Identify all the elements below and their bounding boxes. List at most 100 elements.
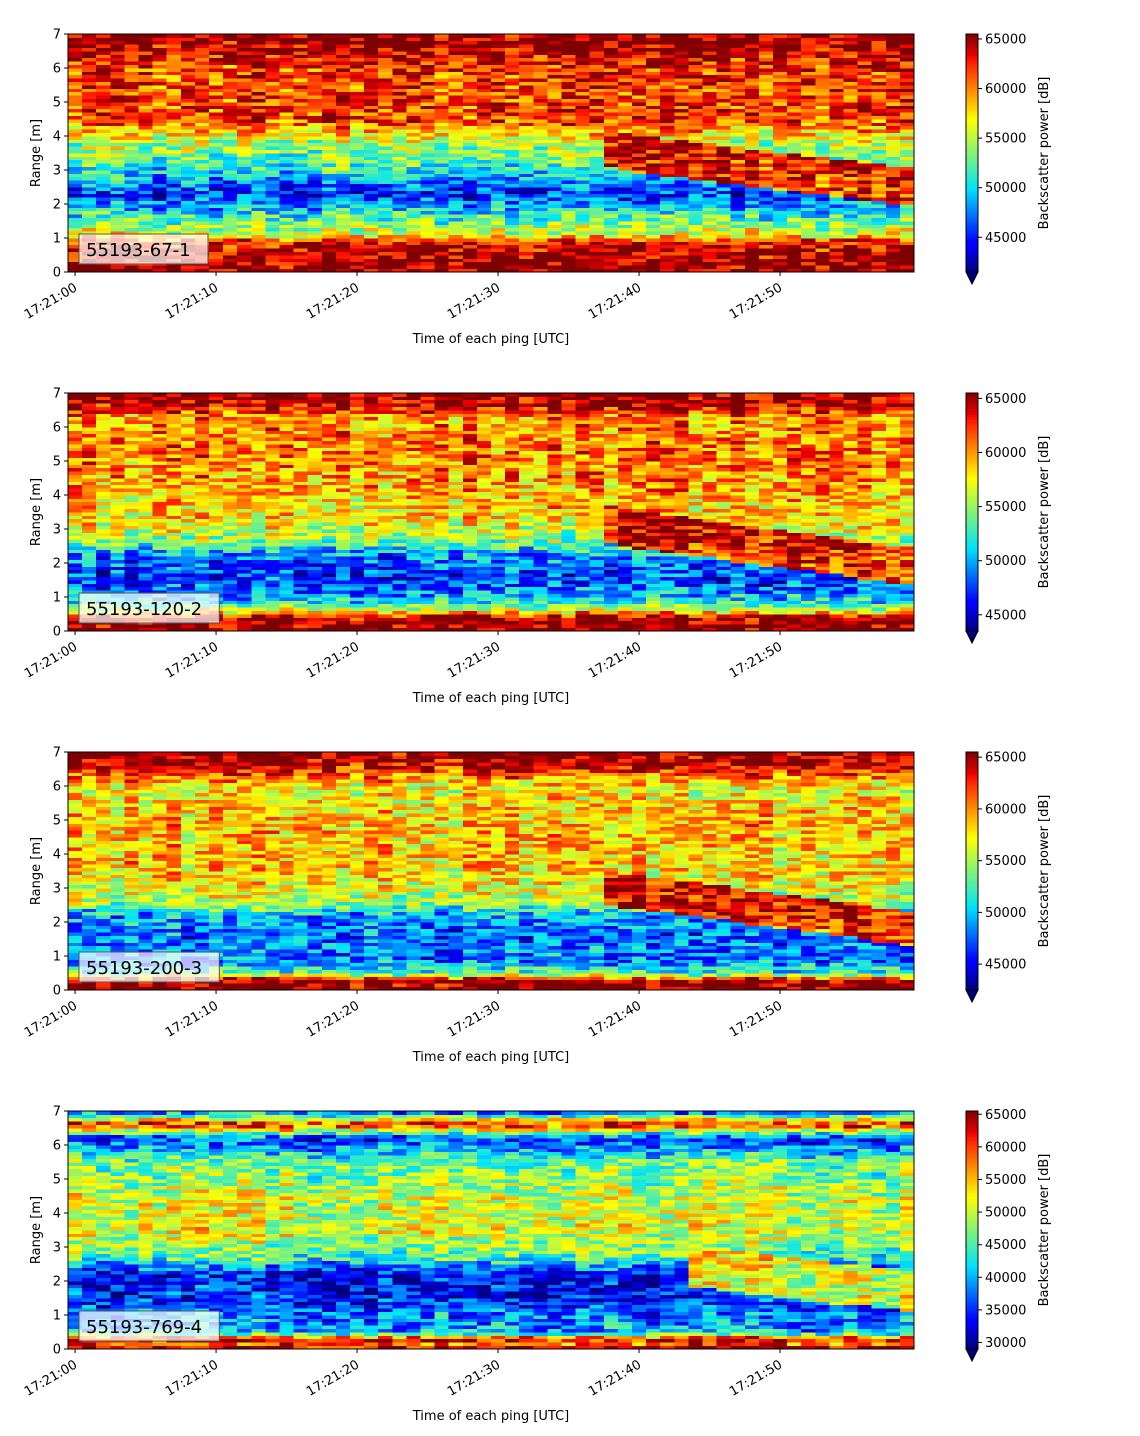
colorbar-tick-label: 60000 bbox=[985, 446, 1026, 461]
y-tick-label: 7 bbox=[53, 746, 61, 761]
y-tick-label: 2 bbox=[53, 1275, 61, 1290]
x-axis-label: Time of each ping [UTC] bbox=[412, 332, 570, 347]
x-ticks: 17:21:00 17:21:10 17:21:20 17:21:30 17:21:40… bbox=[22, 272, 785, 323]
y-axis-label: Range [m] bbox=[29, 119, 44, 187]
colorbar-tick-label: 30000 bbox=[985, 1336, 1026, 1351]
y-axis-label: Range [m] bbox=[29, 837, 44, 905]
colorbar-tick-label: 50000 bbox=[985, 554, 1026, 569]
y-tick-label: 7 bbox=[53, 1105, 61, 1120]
y-axis-label: Range [m] bbox=[29, 1196, 44, 1264]
x-ticks: 17:21:00 17:21:10 17:21:20 17:21:30 17:21:40… bbox=[22, 631, 785, 682]
x-axis-label: Time of each ping [UTC] bbox=[412, 1409, 570, 1424]
colorbar-tick-label: 60000 bbox=[985, 802, 1026, 817]
y-tick-label: 1 bbox=[53, 1309, 61, 1324]
x-tick-label: 17:21:10 bbox=[163, 998, 221, 1040]
x-tick-label: 17:21:40 bbox=[586, 639, 644, 681]
colorbar-tick-label: 45000 bbox=[985, 608, 1026, 623]
sensor-label: 55193-67-1 bbox=[79, 234, 208, 264]
y-tick-label: 5 bbox=[53, 96, 61, 111]
y-tick-label: 1 bbox=[53, 591, 61, 606]
colorbar-extend-arrow bbox=[966, 1349, 978, 1361]
sensor-label: 55193-769-4 bbox=[79, 1311, 219, 1341]
y-axis-label: Range [m] bbox=[29, 478, 44, 546]
y-tick-label: 3 bbox=[53, 882, 61, 897]
x-tick-label: 17:21:20 bbox=[304, 1357, 362, 1399]
colorbar-tick-label: 45000 bbox=[985, 231, 1026, 246]
y-tick-label: 1 bbox=[53, 950, 61, 965]
x-tick-label: 17:21:30 bbox=[445, 639, 503, 681]
y-tick-label: 5 bbox=[53, 1173, 61, 1188]
y-tick-label: 0 bbox=[53, 266, 61, 281]
y-tick-label: 3 bbox=[53, 1241, 61, 1256]
colorbar bbox=[966, 34, 978, 273]
colorbar-label: Backscatter power [dB] bbox=[1037, 795, 1052, 948]
colorbar-tick-label: 45000 bbox=[985, 1238, 1026, 1253]
y-tick-label: 7 bbox=[53, 387, 61, 402]
x-tick-label: 17:21:30 bbox=[445, 998, 503, 1040]
x-tick-label: 17:21:00 bbox=[22, 1357, 80, 1399]
x-tick-label: 17:21:10 bbox=[163, 1357, 221, 1399]
colorbar-ticks: 45000 50000 55000 60000 65000 bbox=[978, 751, 1026, 973]
colorbar-tick-label: 65000 bbox=[985, 1108, 1026, 1123]
x-tick-label: 17:21:00 bbox=[22, 280, 80, 322]
x-tick-label: 17:21:10 bbox=[163, 280, 221, 322]
svg-text:55193-67-1: 55193-67-1 bbox=[86, 240, 191, 261]
y-tick-label: 0 bbox=[53, 1343, 61, 1358]
y-tick-label: 6 bbox=[53, 1139, 61, 1154]
y-tick-label: 4 bbox=[53, 489, 61, 504]
x-tick-label: 17:21:30 bbox=[445, 1357, 503, 1399]
x-axis-label: Time of each ping [UTC] bbox=[412, 1050, 570, 1065]
y-tick-label: 6 bbox=[53, 780, 61, 795]
x-tick-label: 17:21:20 bbox=[304, 280, 362, 322]
colorbar-tick-label: 45000 bbox=[985, 958, 1026, 973]
colorbar-tick-label: 55000 bbox=[985, 1173, 1026, 1188]
panels: 0 1 2 3 4 5 6 7 17:21:00 17:21:10 17:21:20 17:21:30… bbox=[22, 28, 1052, 1425]
y-tick-label: 4 bbox=[53, 848, 61, 863]
x-axis-label: Time of each ping [UTC] bbox=[412, 691, 570, 706]
colorbar-tick-label: 55000 bbox=[985, 854, 1026, 869]
colorbar-label: Backscatter power [dB] bbox=[1037, 436, 1052, 589]
y-tick-label: 4 bbox=[53, 130, 61, 145]
x-tick-label: 17:21:30 bbox=[445, 280, 503, 322]
colorbar-tick-label: 40000 bbox=[985, 1271, 1026, 1286]
y-tick-label: 2 bbox=[53, 557, 61, 572]
colorbar-tick-label: 55000 bbox=[985, 132, 1026, 147]
y-tick-label: 5 bbox=[53, 814, 61, 829]
y-tick-label: 0 bbox=[53, 625, 61, 640]
colorbar-tick-label: 65000 bbox=[985, 32, 1026, 47]
y-tick-label: 1 bbox=[53, 232, 61, 247]
y-tick-label: 6 bbox=[53, 62, 61, 77]
y-tick-label: 5 bbox=[53, 455, 61, 470]
x-tick-label: 17:21:20 bbox=[304, 639, 362, 681]
x-tick-label: 17:21:50 bbox=[727, 280, 785, 322]
y-tick-label: 2 bbox=[53, 916, 61, 931]
x-ticks: 17:21:00 17:21:10 17:21:20 17:21:30 17:21:40… bbox=[22, 990, 785, 1041]
colorbar-tick-label: 65000 bbox=[985, 751, 1026, 766]
colorbar-extend-arrow bbox=[966, 272, 978, 284]
colorbar bbox=[966, 1111, 978, 1350]
colorbar-tick-label: 55000 bbox=[985, 500, 1026, 515]
colorbar-tick-label: 60000 bbox=[985, 82, 1026, 97]
x-tick-label: 17:21:40 bbox=[586, 998, 644, 1040]
colorbar-tick-label: 50000 bbox=[985, 906, 1026, 921]
colorbar-tick-label: 50000 bbox=[985, 1206, 1026, 1221]
sensor-label: 55193-200-3 bbox=[79, 952, 219, 982]
x-tick-label: 17:21:50 bbox=[727, 639, 785, 681]
y-tick-label: 6 bbox=[53, 421, 61, 436]
x-tick-label: 17:21:10 bbox=[163, 639, 221, 681]
colorbar-tick-label: 35000 bbox=[985, 1303, 1026, 1318]
x-tick-label: 17:21:00 bbox=[22, 639, 80, 681]
colorbar bbox=[966, 393, 978, 632]
x-tick-label: 17:21:20 bbox=[304, 998, 362, 1040]
